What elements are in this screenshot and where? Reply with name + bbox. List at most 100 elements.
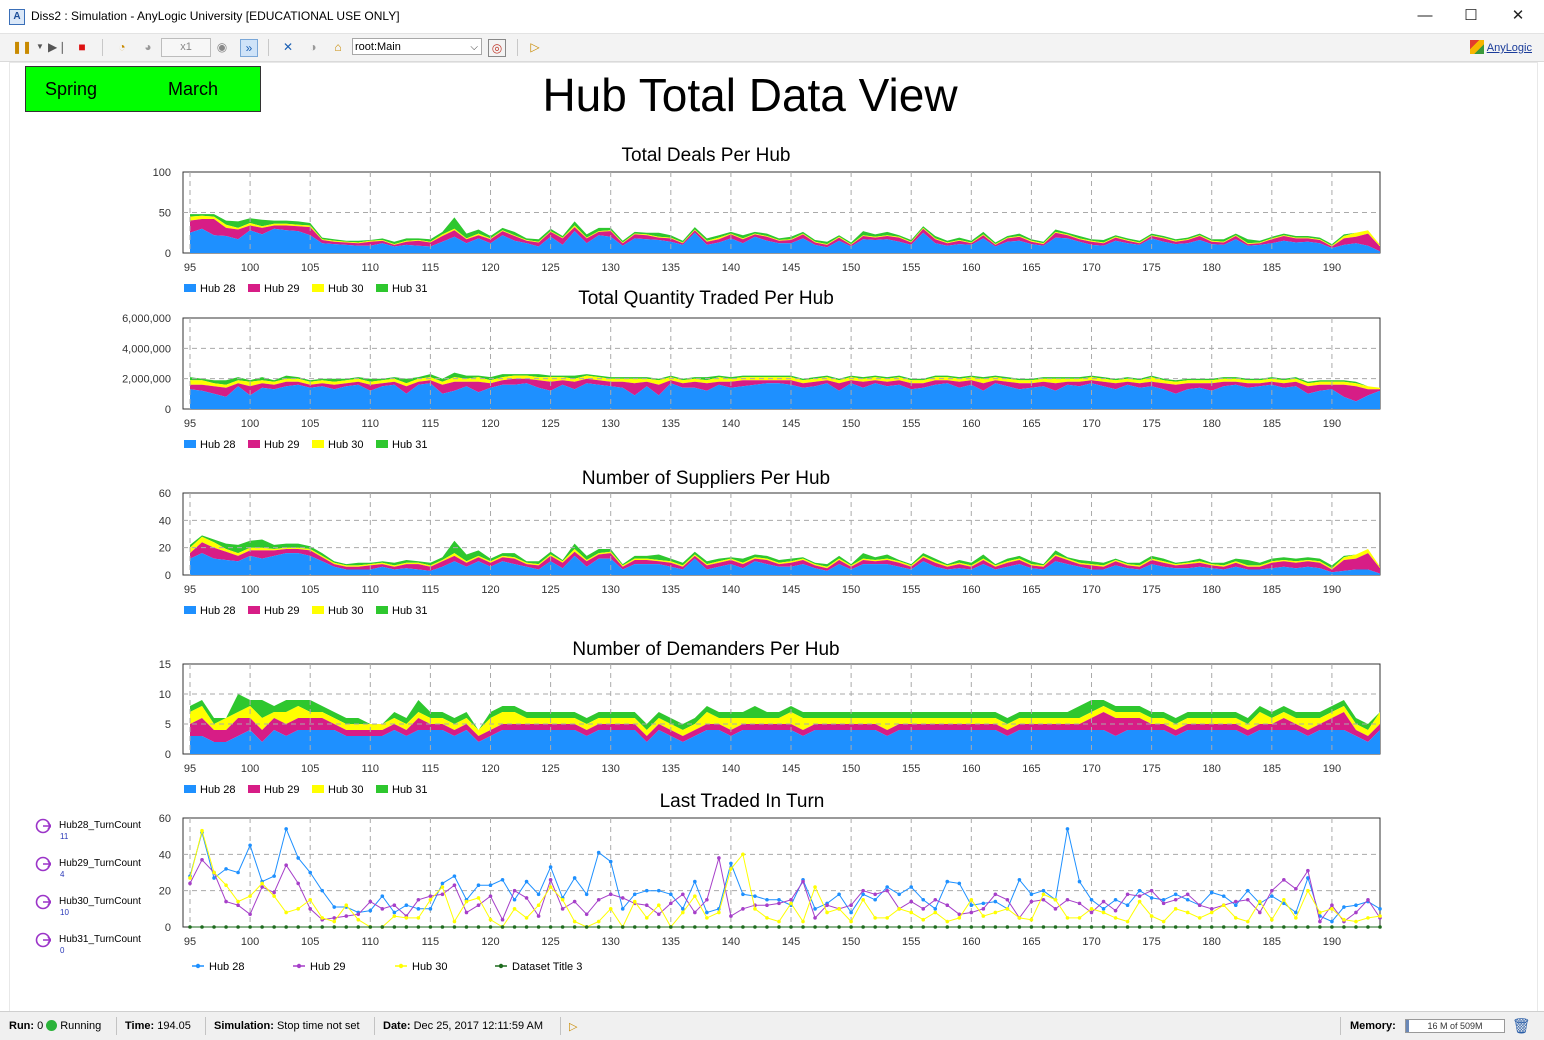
legend-label: Hub 29 xyxy=(264,439,299,451)
data-point xyxy=(765,897,769,902)
developer-panel-icon[interactable]: ▷ xyxy=(530,40,540,54)
pause-icon[interactable]: ❚❚ xyxy=(12,40,33,54)
variable-icon xyxy=(35,894,51,910)
data-point xyxy=(1077,901,1082,906)
x-tick-label: 110 xyxy=(362,418,380,430)
data-point xyxy=(981,914,986,918)
data-point xyxy=(825,910,829,915)
data-point xyxy=(885,888,889,893)
x-tick-label: 180 xyxy=(1203,418,1221,430)
data-point xyxy=(416,907,421,911)
data-point xyxy=(272,925,276,929)
data-point xyxy=(1185,897,1190,902)
garbage-collect-icon[interactable]: 🗑 xyxy=(1512,1018,1532,1035)
developer-panel-icon[interactable]: ▷ xyxy=(569,1021,578,1033)
data-point xyxy=(200,925,204,929)
data-point xyxy=(1270,888,1274,893)
data-point xyxy=(248,912,252,917)
data-point xyxy=(1318,925,1322,929)
data-point xyxy=(729,914,733,918)
close-button[interactable]: ✕ xyxy=(1511,7,1525,24)
minimize-button[interactable]: — xyxy=(1417,7,1433,24)
data-point xyxy=(428,907,433,911)
legend-marker xyxy=(398,963,404,969)
maximize-button[interactable]: ☐ xyxy=(1464,7,1478,24)
time-value: 194.05 xyxy=(157,1020,191,1032)
variable-hub28-turncount[interactable]: Hub28_TurnCount 11 xyxy=(35,816,165,850)
y-tick-label: 60 xyxy=(159,813,171,825)
data-point xyxy=(380,907,385,911)
x-tick-label: 145 xyxy=(782,418,800,430)
data-point xyxy=(476,903,481,907)
data-point xyxy=(632,925,637,929)
run-mode-dropdown-icon[interactable]: ▼ xyxy=(36,42,44,51)
data-point xyxy=(981,907,986,911)
x-tick-label: 125 xyxy=(541,763,559,775)
data-point xyxy=(717,856,721,860)
data-point xyxy=(536,914,541,918)
speed-up-icon[interactable]: ◉ xyxy=(216,40,228,54)
anylogic-logo-text: AnyLogic xyxy=(1486,42,1532,54)
legend-label: Hub 28 xyxy=(200,439,235,451)
data-point xyxy=(1125,925,1130,929)
data-point xyxy=(1270,925,1274,929)
data-point xyxy=(981,925,986,929)
x-tick-label: 105 xyxy=(301,262,319,274)
data-point xyxy=(392,903,397,907)
variable-hub29-turncount[interactable]: Hub29_TurnCount 4 xyxy=(35,854,165,888)
data-point xyxy=(693,879,697,884)
camera-icon[interactable]: ◎ xyxy=(488,39,506,57)
x-tick-label: 125 xyxy=(541,936,559,948)
real-time-icon[interactable]: ◕ xyxy=(144,40,152,54)
data-point xyxy=(1017,925,1022,929)
x-tick-label: 160 xyxy=(962,763,980,775)
data-point xyxy=(957,925,962,929)
stop-icon[interactable]: ■ xyxy=(78,40,86,54)
data-point xyxy=(1233,925,1238,929)
x-tick-label: 145 xyxy=(782,936,800,948)
legend-label: Dataset Title 3 xyxy=(512,961,582,973)
legend-swatch xyxy=(248,284,260,292)
data-point xyxy=(1161,925,1166,929)
data-point xyxy=(741,925,745,929)
chart-title: Number of Suppliers Per Hub xyxy=(582,468,830,489)
data-point xyxy=(1089,925,1094,929)
data-point xyxy=(681,892,685,897)
experiment-icon[interactable]: ✕ xyxy=(282,40,294,54)
legend-swatch xyxy=(376,606,388,614)
data-point xyxy=(1282,901,1286,906)
anylogic-app-icon: A xyxy=(9,9,25,25)
toolbar-separator xyxy=(517,39,518,56)
variable-hub31-turncount[interactable]: Hub31_TurnCount 0 xyxy=(35,930,165,964)
data-point xyxy=(777,901,781,906)
slow-down-icon[interactable]: ◔ xyxy=(118,40,126,54)
data-point xyxy=(1161,897,1166,902)
x-tick-label: 115 xyxy=(422,763,440,775)
data-point xyxy=(801,919,805,924)
data-point xyxy=(1306,888,1310,893)
data-point xyxy=(717,910,721,915)
navigate-home-icon[interactable]: ⌂ xyxy=(334,40,342,54)
variable-hub30-turncount[interactable]: Hub30_TurnCount 10 xyxy=(35,892,165,926)
data-point xyxy=(1125,892,1130,897)
step-icon[interactable]: ▶❘ xyxy=(48,40,68,54)
data-point xyxy=(272,874,276,878)
data-point xyxy=(873,925,877,929)
window-title: Diss2 : Simulation - AnyLogic University… xyxy=(31,9,400,23)
navigate-up-icon[interactable]: ◑ xyxy=(309,40,317,54)
chart-title: Last Traded In Turn xyxy=(660,791,825,812)
data-point xyxy=(236,870,240,875)
data-point xyxy=(440,892,445,897)
season-label: Spring xyxy=(45,79,98,99)
virtual-time-icon[interactable]: » xyxy=(240,39,258,57)
data-point xyxy=(885,885,889,889)
x-tick-label: 180 xyxy=(1203,584,1221,596)
x-tick-label: 115 xyxy=(422,936,440,948)
data-point xyxy=(1149,914,1154,918)
data-point xyxy=(813,925,817,929)
agent-selector[interactable]: root:Main ⌵ xyxy=(352,38,482,55)
anylogic-logo[interactable]: AnyLogic xyxy=(1469,40,1532,54)
data-point xyxy=(1330,925,1334,929)
chart-1: Total Deals Per Hub 0 50 100 95 100 105 110 115 1… xyxy=(153,145,1381,295)
legend-label: Hub 31 xyxy=(392,784,427,796)
